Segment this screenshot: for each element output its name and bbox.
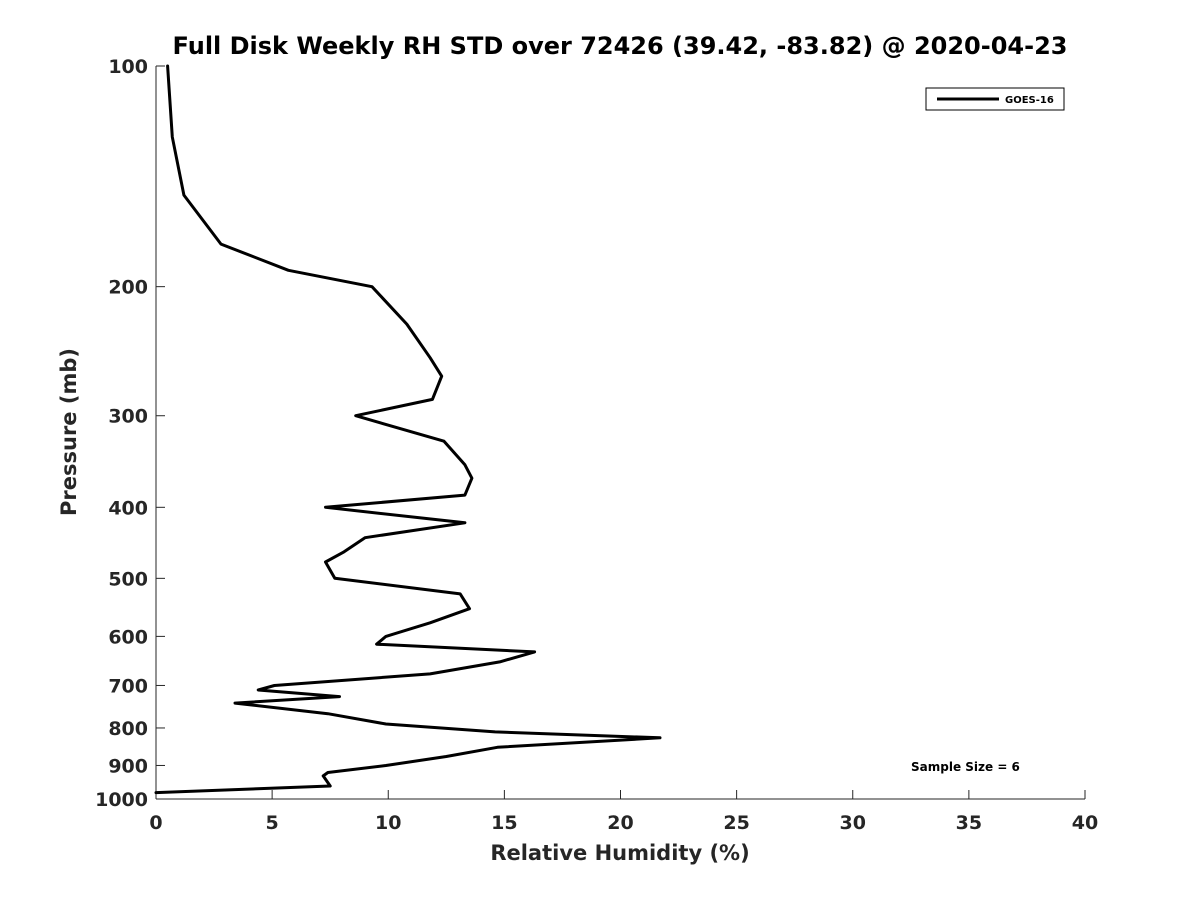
- legend-label-goes-16: GOES-16: [1005, 95, 1054, 106]
- y-tick-label-4: 500: [108, 568, 148, 590]
- y-tick-label-3: 400: [108, 497, 148, 519]
- y-tick-label-2: 300: [108, 406, 148, 428]
- x-axis-label: Relative Humidity (%): [490, 841, 749, 865]
- x-tick-label-2: 10: [375, 812, 401, 834]
- y-tick-label-1: 200: [108, 277, 148, 299]
- x-tick-label-3: 15: [491, 812, 517, 834]
- y-axis-label: Pressure (mb): [57, 348, 81, 516]
- x-tick-label-6: 30: [840, 812, 866, 834]
- x-tick-label-5: 25: [723, 812, 749, 834]
- y-tick-label-8: 900: [108, 755, 148, 777]
- y-tick-label-9: 1000: [95, 789, 148, 811]
- series-layer: [154, 64, 662, 795]
- series-line-0: [154, 64, 662, 795]
- x-tick-label-0: 0: [149, 812, 162, 834]
- x-tick-label-4: 20: [607, 812, 633, 834]
- x-tick-label-8: 40: [1072, 812, 1098, 834]
- legend: GOES-16: [925, 87, 1065, 111]
- y-tick-label-7: 800: [108, 718, 148, 740]
- y-ticks: 100 200 300 400 500 600 700 800 900 1000: [95, 56, 165, 811]
- x-ticks: 0 5 10 15 20 25 30 35 40: [149, 790, 1098, 834]
- y-tick-label-5: 600: [108, 626, 148, 648]
- y-tick-label-0: 100: [108, 56, 148, 78]
- y-tick-label-6: 700: [108, 675, 148, 697]
- x-tick-label-1: 5: [266, 812, 279, 834]
- sample-size-annotation: Sample Size = 6: [911, 760, 1020, 774]
- plot-box: [155, 66, 1085, 800]
- chart-title: Full Disk Weekly RH STD over 72426 (39.4…: [173, 32, 1068, 60]
- x-tick-label-7: 35: [956, 812, 982, 834]
